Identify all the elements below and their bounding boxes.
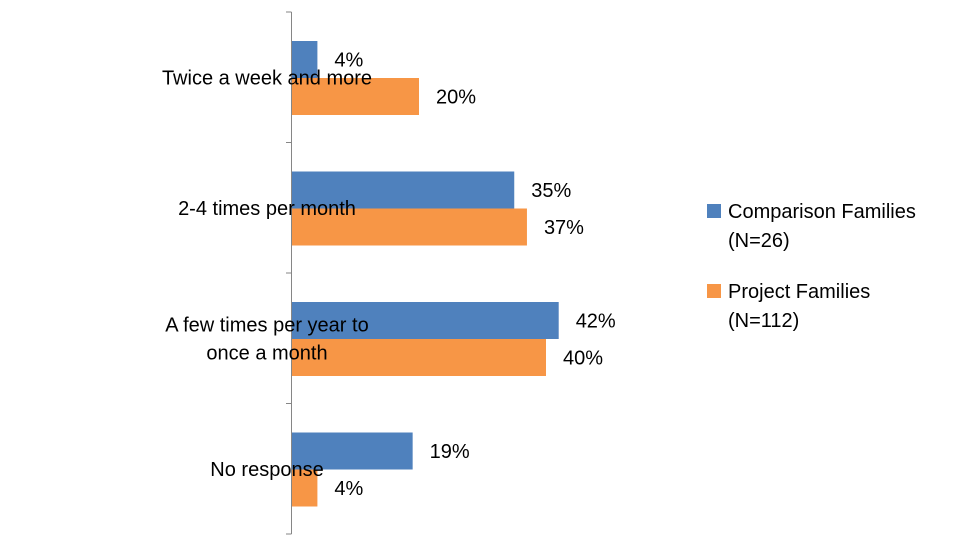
- value-label: 35%: [531, 180, 571, 202]
- legend-label-line: Project Families: [728, 281, 870, 303]
- bar-project: [292, 208, 527, 246]
- bar-comparison: [292, 171, 515, 209]
- category-label-line: once a month: [206, 342, 327, 364]
- category-label-line: A few times per year to: [165, 314, 368, 336]
- category-label-line: 2-4 times per month: [178, 198, 356, 220]
- category-label-line: Twice a week and more: [162, 67, 372, 89]
- legend-label-line: (N=112): [728, 310, 799, 332]
- bar-comparison: [292, 432, 413, 470]
- bar-comparison: [292, 41, 318, 78]
- legend-label-line: Comparison Families: [728, 201, 916, 223]
- legend-label-line: (N=26): [728, 230, 790, 252]
- value-label: 19%: [430, 441, 470, 463]
- legend-swatch: [707, 204, 721, 218]
- category-label-line: No response: [210, 459, 323, 481]
- value-label: 4%: [334, 478, 363, 500]
- legend-label: Project Families (N=112): [728, 281, 870, 332]
- value-label: 20%: [436, 87, 476, 109]
- legend-swatch: [707, 284, 721, 298]
- category-label: 2-4 times per month: [178, 198, 356, 220]
- bar-comparison: [292, 302, 559, 339]
- bar-project: [292, 469, 318, 507]
- value-label: 40%: [563, 348, 603, 370]
- bar-project: [292, 339, 546, 376]
- value-label: 37%: [544, 217, 584, 239]
- value-label: 42%: [576, 311, 616, 333]
- legend-label: Comparison Families (N=26): [728, 201, 916, 252]
- bar-project: [292, 78, 419, 115]
- category-label: Twice a week and more: [162, 67, 372, 89]
- category-label: No response: [210, 459, 323, 481]
- category-label: A few times per year to once a month: [165, 314, 368, 364]
- value-label: 4%: [334, 50, 363, 72]
